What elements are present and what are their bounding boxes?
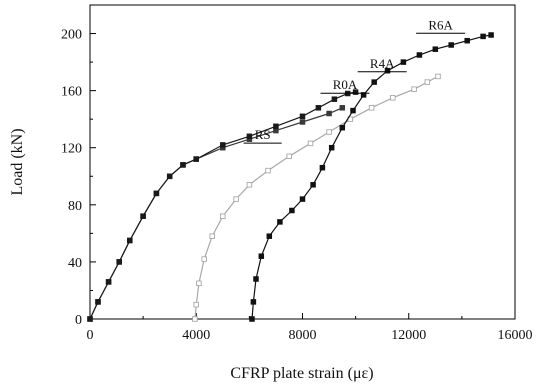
data-point <box>116 259 122 265</box>
x-tick-label: 0 <box>87 328 94 343</box>
data-point <box>233 196 239 202</box>
data-point <box>339 105 346 111</box>
data-point <box>249 316 255 322</box>
y-tick-label: 160 <box>61 85 82 100</box>
data-point <box>265 167 271 174</box>
annotation-layer: RS R0A R4A R6A <box>243 17 466 144</box>
data-point <box>193 301 199 308</box>
data-point <box>196 280 202 287</box>
data-point <box>315 105 322 111</box>
data-point <box>424 79 431 85</box>
data-point <box>289 207 295 214</box>
series-RS <box>87 105 346 322</box>
data-point <box>192 316 198 322</box>
data-point <box>299 113 306 120</box>
axis-ticks: 0 4000 8000 12000 16000 0 40 80 120 160 200 <box>61 28 533 343</box>
y-tick-label: 80 <box>68 199 82 214</box>
plot-frame <box>89 4 516 320</box>
annotation-label: RS <box>255 127 271 142</box>
annotation-label: R4A <box>370 56 395 71</box>
data-point <box>193 156 199 162</box>
data-point <box>326 129 332 135</box>
y-tick-label: 40 <box>68 256 82 271</box>
x-axis-title: CFRP plate strain (με) <box>230 365 373 382</box>
x-tick-label: 8000 <box>289 328 317 343</box>
data-point <box>299 196 306 202</box>
x-tick-label: 16000 <box>498 328 533 343</box>
data-point <box>371 79 377 85</box>
data-point <box>95 299 101 305</box>
y-tick-label: 120 <box>61 142 82 157</box>
data-point <box>127 237 133 244</box>
data-point <box>105 279 112 285</box>
data-point <box>384 67 391 74</box>
data-point <box>448 42 454 48</box>
data-point <box>390 95 396 101</box>
data-point <box>258 253 265 259</box>
y-axis-title: Load (kN) <box>9 128 26 195</box>
series-R4A <box>192 73 441 322</box>
data-point <box>400 59 407 65</box>
data-point <box>277 219 283 225</box>
series-line <box>89 107 343 320</box>
data-point <box>153 190 160 197</box>
series-layer <box>87 32 494 322</box>
data-point <box>339 124 346 131</box>
y-tick-label: 0 <box>75 313 82 328</box>
data-point <box>140 213 146 219</box>
data-point <box>310 182 316 188</box>
x-tick-label: 12000 <box>391 328 426 343</box>
data-point <box>360 92 367 98</box>
data-point <box>319 164 326 171</box>
data-point <box>299 119 306 125</box>
data-point <box>464 37 470 44</box>
data-point <box>220 213 226 219</box>
data-point <box>416 52 423 58</box>
data-point <box>286 153 292 160</box>
data-point <box>411 86 417 92</box>
data-point <box>273 123 279 130</box>
series-R0A <box>87 89 359 322</box>
annotation-label: R6A <box>428 17 453 32</box>
data-point <box>326 110 332 117</box>
data-point <box>368 105 375 111</box>
data-point <box>328 144 335 151</box>
series-line <box>194 75 439 320</box>
data-point <box>209 233 215 239</box>
data-point <box>488 32 494 38</box>
series-R6A <box>249 32 494 322</box>
data-point <box>180 162 186 168</box>
series-line <box>251 34 492 320</box>
data-point <box>220 142 226 148</box>
annotation-label: R0A <box>333 77 358 92</box>
x-tick-label: 4000 <box>182 328 210 343</box>
data-point <box>87 316 93 322</box>
data-point <box>266 233 273 239</box>
data-point <box>352 89 359 95</box>
data-point <box>253 276 259 282</box>
data-point <box>166 173 173 180</box>
series-line <box>89 91 356 320</box>
data-point <box>307 140 314 147</box>
data-point <box>331 96 338 102</box>
data-point <box>350 107 356 114</box>
data-point <box>246 133 253 140</box>
y-tick-label: 200 <box>61 28 82 43</box>
data-point <box>435 73 441 80</box>
data-point <box>201 256 207 262</box>
data-point <box>250 299 257 305</box>
data-point <box>480 33 486 40</box>
data-point <box>432 46 439 52</box>
data-point <box>246 182 253 188</box>
